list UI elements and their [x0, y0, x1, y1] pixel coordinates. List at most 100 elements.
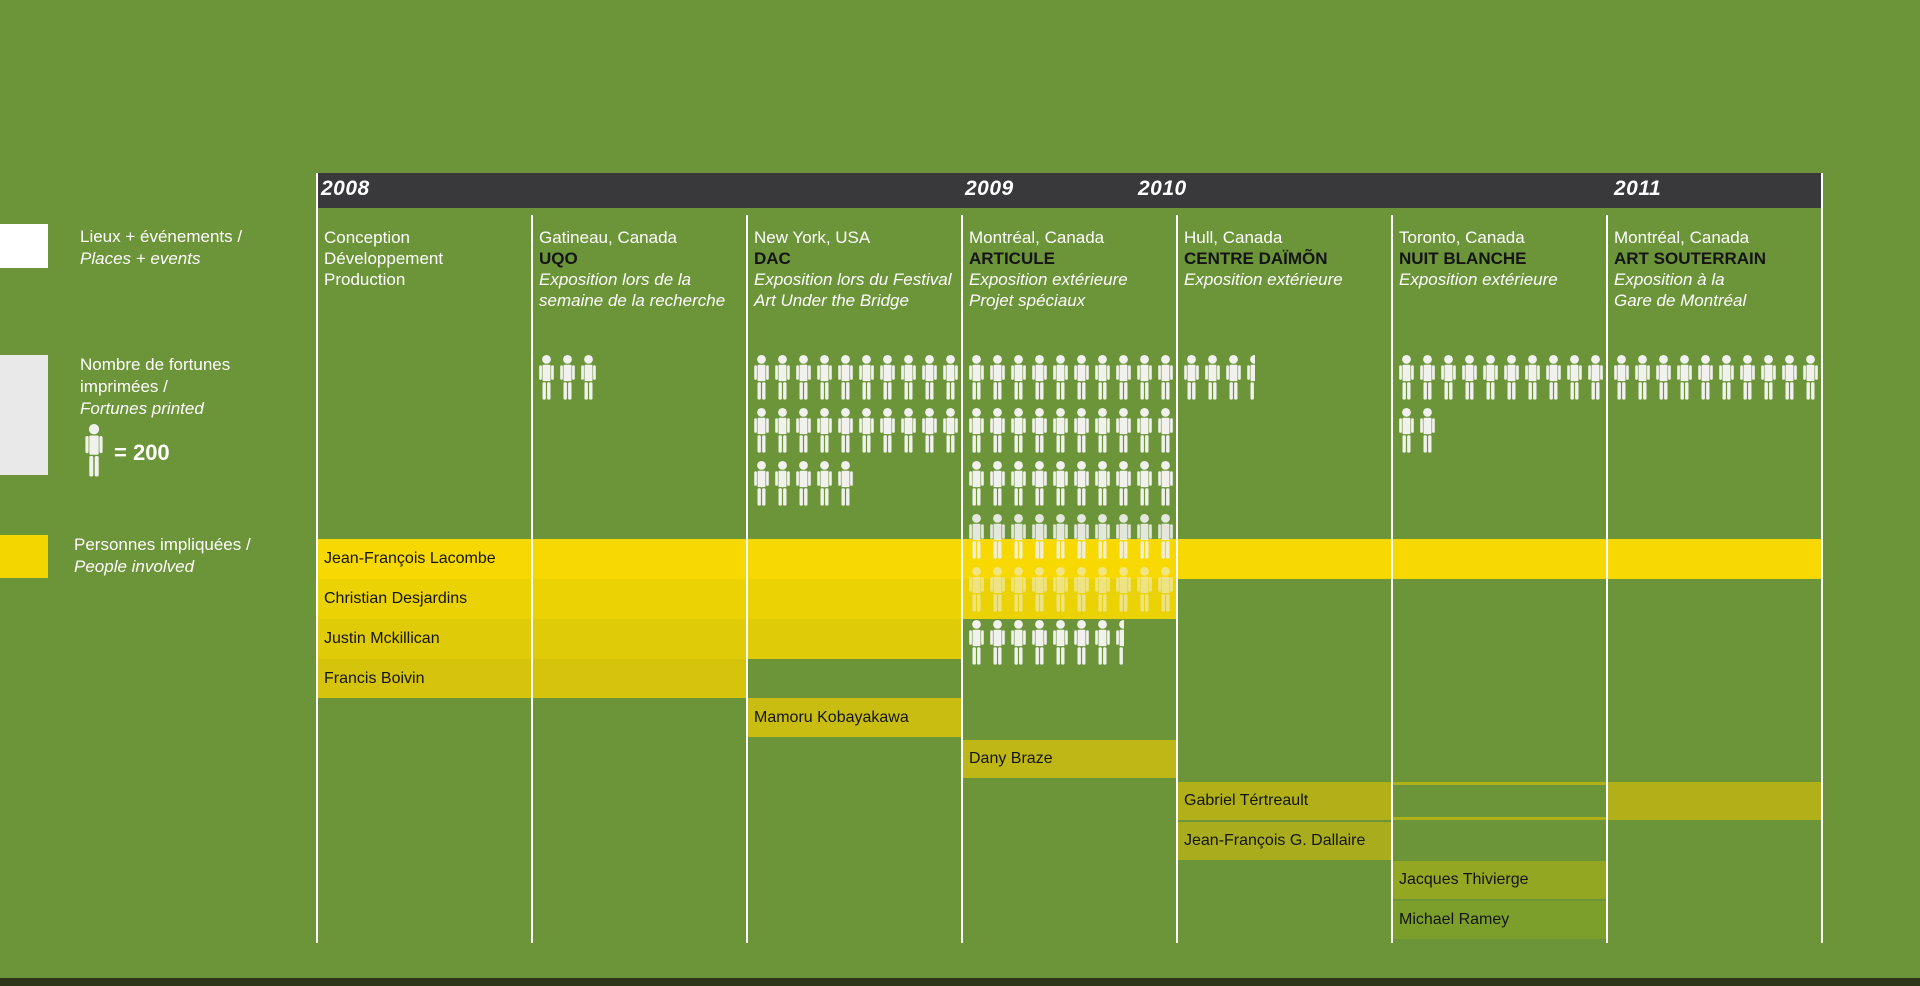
person-name: Christian Desjardins — [324, 590, 468, 607]
person-icon — [816, 461, 833, 506]
person-name: Justin Mckillican — [324, 630, 440, 647]
person-icon — [837, 461, 854, 506]
person-icon — [816, 355, 833, 400]
person-icon — [1739, 355, 1756, 400]
header-org: DAC — [754, 249, 791, 268]
fortunes-icon-row — [1183, 355, 1255, 400]
person-icon — [989, 567, 1006, 612]
fortunes-icon-row — [968, 355, 1174, 400]
person-icon — [1676, 355, 1693, 400]
person-icon — [1010, 567, 1027, 612]
header-place-line: Conception — [324, 228, 411, 247]
person-icon — [968, 620, 985, 665]
person-icon — [1440, 355, 1457, 400]
legend-people-fr: Personnes impliquées / — [74, 535, 251, 554]
year-label: 2011 — [1614, 177, 1662, 200]
person-name: Dany Braze — [969, 750, 1053, 767]
legend-places-label: Lieux + événements / Places + events — [80, 226, 242, 270]
person-name: Jean-François Lacombe — [324, 550, 496, 567]
person-icon — [1398, 355, 1415, 400]
column-divider — [961, 215, 963, 943]
person-icon — [968, 461, 985, 506]
person-icon — [84, 424, 104, 482]
person-icon — [1136, 461, 1153, 506]
person-icon — [538, 355, 555, 400]
column-header: Gatineau, Canada UQO Exposition lors de la… — [539, 227, 725, 311]
person-icon — [1031, 355, 1048, 400]
people-bar-segment: Justin Mckillican — [316, 619, 961, 659]
person-icon — [753, 461, 770, 506]
header-description-line: Exposition extérieure — [1399, 270, 1558, 289]
person-icon — [559, 355, 576, 400]
person-icon — [1398, 408, 1415, 453]
person-icon — [1115, 567, 1132, 612]
person-icon — [1760, 355, 1777, 400]
person-icon — [858, 408, 875, 453]
header-place-line: Gatineau, Canada — [539, 228, 677, 247]
person-icon — [1052, 408, 1069, 453]
year-label: 2009 — [965, 177, 1014, 200]
person-icon — [1031, 408, 1048, 453]
person-icon — [1482, 355, 1499, 400]
year-label: 2008 — [321, 177, 370, 200]
fortunes-icon-row — [968, 567, 1174, 612]
fortunes-icon-row — [968, 408, 1174, 453]
column-divider — [531, 215, 533, 943]
people-bar-segment — [1606, 782, 1821, 820]
person-icon — [1010, 355, 1027, 400]
header-description-line: Gare de Montréal — [1614, 291, 1747, 310]
fortunes-icon-row — [753, 461, 854, 506]
person-icon — [1031, 514, 1048, 559]
fortunes-icon-row — [753, 408, 959, 453]
person-icon — [1115, 355, 1132, 400]
person-icon — [1073, 355, 1090, 400]
column-header: Conception Développement Production — [324, 227, 443, 290]
year-label: 2010 — [1138, 177, 1187, 200]
person-icon — [1010, 620, 1027, 665]
header-description-line: Exposition extérieure — [969, 270, 1128, 289]
person-icon — [1031, 461, 1048, 506]
person-icon — [1094, 567, 1111, 612]
person-icon — [1094, 461, 1111, 506]
bottom-strip — [0, 978, 1920, 986]
person-icon — [1697, 355, 1714, 400]
person-name: Michael Ramey — [1399, 911, 1510, 928]
legend-people-en: People involved — [74, 557, 195, 576]
person-icon — [1094, 620, 1111, 665]
fortunes-icon-row — [968, 514, 1174, 559]
legend-fortunes-label: Nombre de fortunes imprimées / Fortunes … — [80, 354, 230, 420]
person-icon — [1115, 461, 1132, 506]
person-icon — [1157, 567, 1174, 612]
header-org: CENTRE DAÏMÕN — [1184, 249, 1328, 268]
person-icon — [837, 408, 854, 453]
person-icon — [1524, 355, 1541, 400]
header-description-line: Exposition lors du Festival — [754, 270, 952, 289]
header-place-line: Développement — [324, 249, 444, 268]
header-description-line: Exposition extérieure — [1184, 270, 1343, 289]
person-icon — [921, 408, 938, 453]
fortunes-icon-row — [1398, 408, 1436, 453]
person-icon — [879, 408, 896, 453]
legend-fortunes-en: Fortunes printed — [80, 399, 204, 418]
person-icon — [1136, 355, 1153, 400]
person-icon — [1010, 408, 1027, 453]
person-icon — [1183, 355, 1200, 400]
person-icon — [1115, 408, 1132, 453]
column-divider — [1606, 215, 1608, 943]
person-icon — [774, 408, 791, 453]
person-icon — [1204, 355, 1221, 400]
person-icon — [1587, 355, 1604, 400]
person-icon — [968, 567, 985, 612]
person-name: Francis Boivin — [324, 669, 425, 687]
person-icon — [1634, 355, 1651, 400]
legend-fortunes-fr1: Nombre de fortunes — [80, 355, 231, 374]
people-bar-segment: Jacques Thivierge — [1391, 861, 1606, 899]
person-icon — [1802, 355, 1819, 400]
person-icon — [1052, 567, 1069, 612]
person-icon — [1052, 461, 1069, 506]
person-icon — [942, 355, 959, 400]
person-icon — [858, 355, 875, 400]
fortunes-icon-row — [753, 355, 959, 400]
person-icon — [942, 408, 959, 453]
person-name: Gabriel Tértreault — [1184, 792, 1309, 809]
